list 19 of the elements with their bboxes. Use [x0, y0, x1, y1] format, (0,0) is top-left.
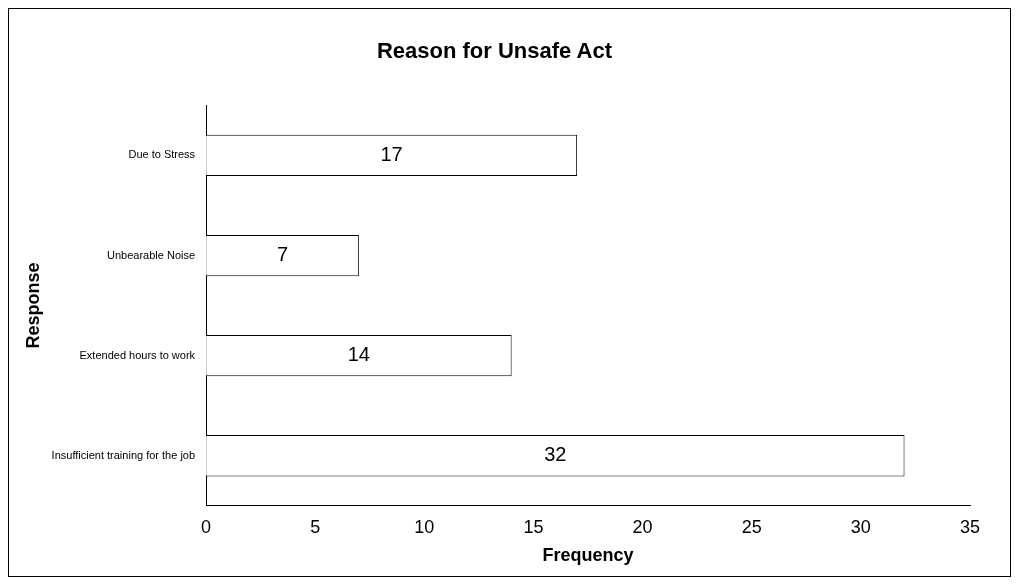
x-tick-label: 25 [741, 516, 762, 537]
data-label: 32 [544, 443, 567, 466]
x-axis-title: Frequency [542, 545, 634, 566]
data-label: 7 [276, 243, 289, 266]
x-tick-label: 5 [310, 516, 321, 537]
y-tick-label: Extended hours to work [79, 348, 196, 361]
data-label: 17 [380, 142, 403, 165]
x-tick-label: 30 [850, 516, 871, 537]
y-tick-label: Unbearable Noise [107, 248, 196, 261]
x-tick-label: 15 [523, 516, 544, 537]
y-tick-label: Insufficient training for the job [51, 448, 196, 461]
x-tick-label: 0 [201, 516, 212, 537]
x-tick-label: 35 [959, 516, 981, 537]
chart-title: Reason for Unsafe Act [376, 38, 613, 64]
x-tick-label: 20 [632, 516, 653, 537]
y-axis-title: Response [22, 262, 43, 349]
x-tick-label: 10 [414, 516, 435, 537]
data-label: 14 [347, 343, 370, 366]
y-tick-label: Due to Stress [128, 148, 196, 161]
